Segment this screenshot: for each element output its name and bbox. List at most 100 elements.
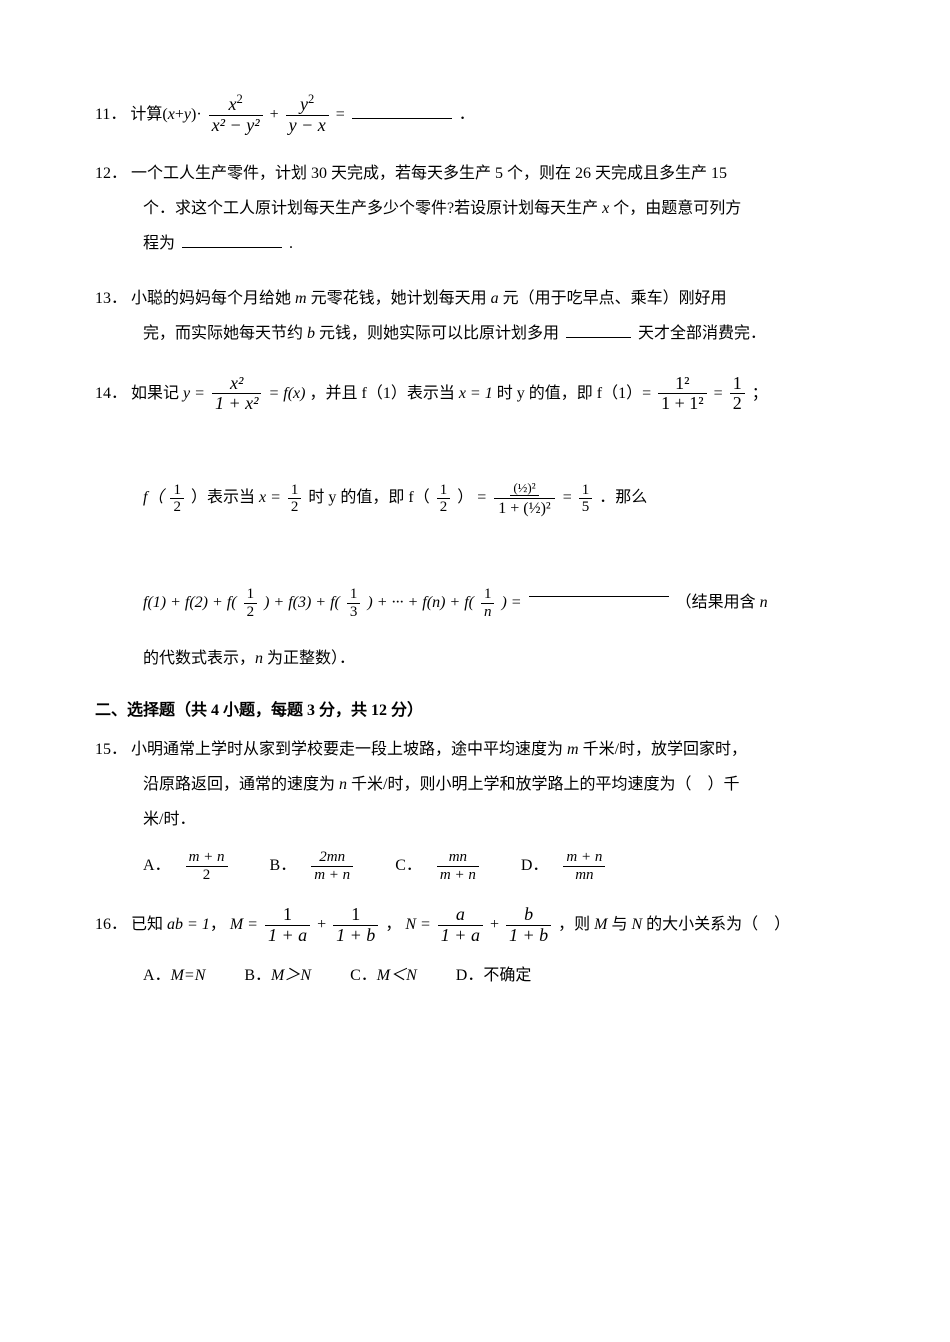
q14-blank[interactable] [529,583,669,597]
q15-option-d[interactable]: D． m + n mn [521,848,609,883]
q14-f3-num: 1² [658,374,707,395]
q13-m: m [295,290,307,307]
q11-blank[interactable] [352,105,452,119]
q16-a-text: M=N [171,967,206,984]
q11-plus2: + [270,106,283,123]
q14-f10-den: n [481,604,495,621]
q16-N: N = [405,916,434,933]
q16-nf1-num: a [438,905,483,926]
question-13: 13． 小聪的妈妈每个月给她 m 元零花钱，她计划每天用 a 元（用于吃早点、乘… [95,281,855,351]
q16-options: A．M=N B．M＞N C．M＜N D．不确定 [95,958,855,993]
q12-line1b: 个．求这个工人原计划每天生产多少个零件?若设原计划每天生产 [143,200,602,217]
q15-b-label: B． [270,857,297,874]
q16-comma2: ， [385,916,401,933]
q16-option-c[interactable]: C．M＜N [350,958,417,993]
q12-blank[interactable] [182,234,282,248]
q14-l2f: ．那么 [599,489,647,506]
q14-l2a: f（ [143,489,163,506]
q15-a-den: 2 [186,867,228,884]
q14-f5-den: 2 [170,499,184,516]
q14-n2: n [255,650,263,667]
q16-d-label: D． [456,967,484,984]
q11-f1-den: x² − y² [212,115,260,135]
q16-and: 与 [607,916,631,933]
q14-eq1-lhs: y = [183,385,209,402]
q14-text2: ，并且 f（1）表示当 [309,385,458,402]
q14-l3a: f(1) + f(2) + f( [143,594,237,611]
q16-option-d[interactable]: D．不确定 [456,958,532,993]
q11-f2-den: y − x [289,115,326,135]
q14-eq4-num: 1 [288,482,302,500]
q14-frac-eq1: x² 1 + x² [212,374,262,415]
q14-frac7: 1 5 [579,482,593,516]
q16-ab: ab = 1 [167,916,210,933]
q13-a: a [491,290,499,307]
q14-frac3: 1² 1 + 1² [658,374,707,415]
question-11: 11． 计算(x+y)· x2 x² − y² + y2 y − x = ． [95,95,855,136]
question-14: 14． 如果记 y = x² 1 + x² = f(x) ，并且 f（1）表示当… [95,372,855,677]
q14-f3-den: 1 + 1² [658,394,707,414]
q14-f5-num: 1 [170,482,184,500]
q16-nf2-num: b [506,905,551,926]
q15-line2b: 千米/时，则小明上学和放学路上的平均速度为（ ）千 [347,776,739,793]
q14-eq4-den: 2 [288,499,302,516]
q16-text3: 的大小关系为（ ） [642,916,790,933]
q16-mf2-num: 1 [333,905,378,926]
q14-f8-num: 1 [244,586,258,604]
q14-eq2: x = 1 [459,385,493,402]
q11-f1-num-sup: 2 [236,92,242,106]
q16-option-b[interactable]: B．M＞N [244,958,311,993]
q16-comma1: ， [210,916,226,933]
q13-line1a: 小聪的妈妈每个月给她 [131,290,295,307]
q14-text3: 时 y 的值，即 f（1）= [497,385,655,402]
q15-number: 15． [95,741,127,758]
q13-line2a: 完，而实际她每天节约 [143,325,307,342]
q15-line1a: 小明通常上学时从家到学校要走一段上坡路，途中平均速度为 [131,741,567,758]
q14-text1: 如果记 [131,385,183,402]
q15-c-den: m + n [437,867,479,884]
q13-line2c: 天才全部消费完． [638,325,766,342]
q14-line4: 的代数式表示， [143,650,255,667]
q15-options: A． m + n 2 B． 2mn m + n C． mn m + n D． m… [95,848,855,883]
q12-period: . [289,235,293,252]
q14-l2b: ）表示当 [191,489,259,506]
q13-number: 13． [95,290,127,307]
q15-option-b[interactable]: B． 2mn m + n [270,848,357,883]
q16-mf2: 1 1 + b [333,905,378,946]
q16-plus1: + [317,916,330,933]
q14-f4-num: 1 [730,374,745,395]
q14-n: n [760,594,768,611]
q16-option-a[interactable]: A．M=N [143,958,205,993]
q11-f2-num-y: y [300,94,308,114]
q15-line1b: 千米/时，放学回家时， [579,741,747,758]
q11-number: 11． [95,106,126,123]
q14-l2d: ） = [457,489,486,506]
q14-f8-den: 2 [244,604,258,621]
q14-bf-num: (½)² [510,481,538,496]
q14-f9-num: 1 [347,586,361,604]
q14-frac4: 1 2 [730,374,745,415]
q14-f10-num: 1 [481,586,495,604]
q13-blank[interactable] [566,324,631,338]
q13-line1b: 元零花钱，她计划每天用 [307,290,491,307]
q14-eq1-den: 1 + x² [212,394,262,414]
q15-option-c[interactable]: C． mn m + n [395,848,482,883]
question-15: 15． 小明通常上学时从家到学校要走一段上坡路，途中平均速度为 m 千米/时，放… [95,732,855,883]
q14-f6-num: 1 [437,482,451,500]
q11-y: y [184,106,191,123]
q15-option-a[interactable]: A． m + n 2 [143,848,231,883]
q11-dot: )· [191,106,202,123]
q14-frac6: 1 2 [437,482,451,516]
q15-d-frac: m + n mn [563,849,605,883]
q16-plus2: + [490,916,503,933]
q13-line1c: 元（用于吃早点、乘车）刚好用 [499,290,727,307]
q12-number: 12． [95,165,127,182]
q16-mf1: 1 1 + a [265,905,310,946]
q14-frac5: 1 2 [170,482,184,516]
q14-f9-den: 3 [347,604,361,621]
q15-b-den: m + n [311,867,353,884]
q14-l2c: 时 y 的值，即 f（ [308,489,429,506]
q15-m: m [567,741,579,758]
q14-frac9: 1 3 [347,586,361,620]
q14-eq4-lhs: x = [259,489,285,506]
